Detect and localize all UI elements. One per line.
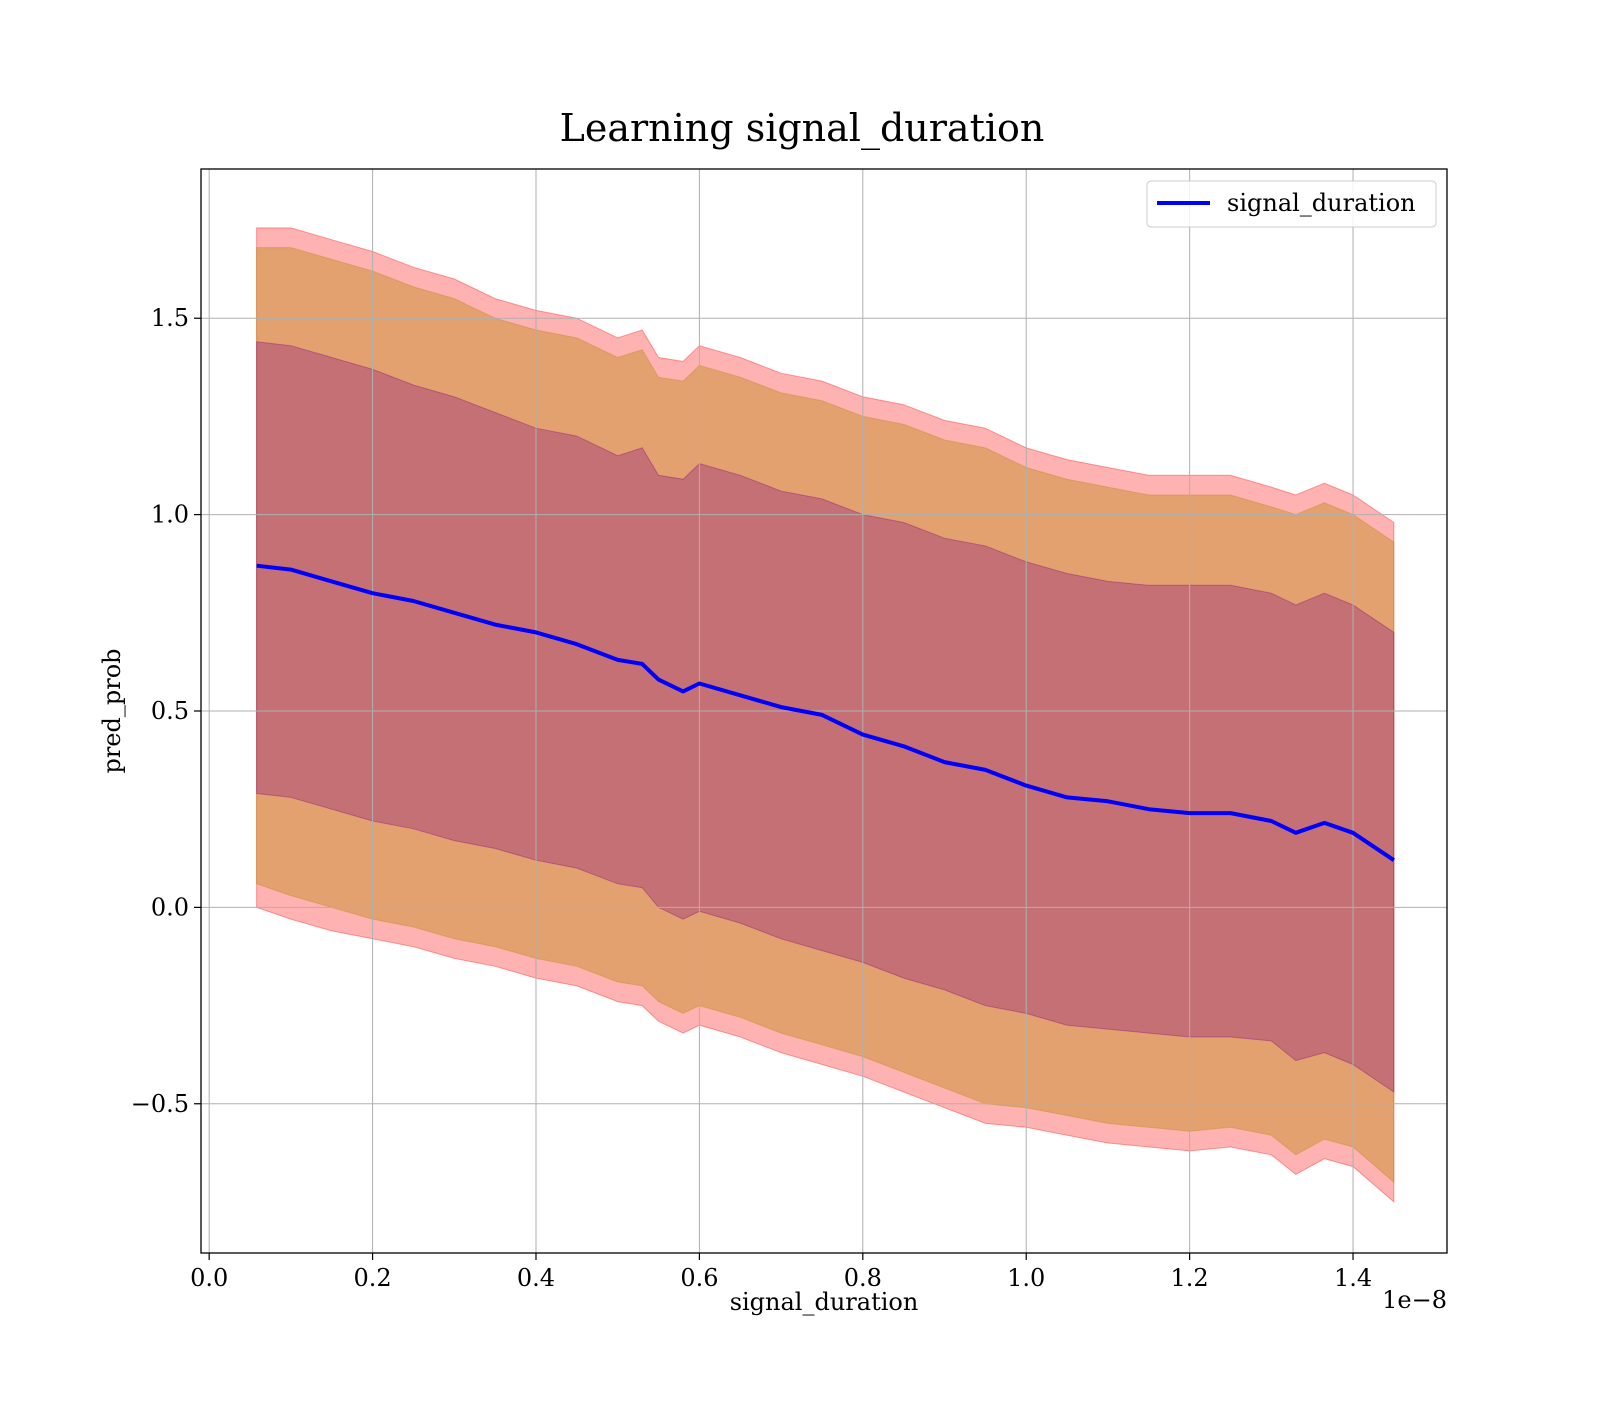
x-tick-label: 1.4 <box>1334 1264 1372 1292</box>
y-tick-label: 1.5 <box>151 304 189 332</box>
x-axis-offset-label: 1e−8 <box>1382 1286 1447 1314</box>
x-tick-label: 0.4 <box>517 1264 555 1292</box>
chart-title: Learning signal_duration <box>560 106 1045 151</box>
legend-box <box>1146 180 1437 228</box>
y-tick-label: −0.5 <box>131 1090 189 1118</box>
x-tick-label: 1.0 <box>1007 1264 1045 1292</box>
y-axis-label: pred_prob <box>98 648 126 773</box>
series-line-signal-duration <box>256 563 1396 862</box>
x-axis-label: signal_duration <box>730 1288 919 1316</box>
x-tick-label: 1.2 <box>1171 1264 1209 1292</box>
x-tick-label: 0.6 <box>680 1264 718 1292</box>
y-tick-label: 0.5 <box>151 697 189 725</box>
series-lines <box>256 563 1396 862</box>
x-tick-label: 0.8 <box>844 1264 882 1292</box>
y-axis-ticks: −0.5 0.0 0.5 1.0 1.5 <box>131 304 201 1118</box>
x-tick-label: 0.2 <box>353 1264 391 1292</box>
grid <box>201 169 1447 1253</box>
x-tick-label: 0.0 <box>190 1264 228 1292</box>
legend-entry-label: signal_duration <box>1227 189 1416 217</box>
legend: signal_duration <box>1146 180 1437 228</box>
x-axis-ticks: 0.0 0.2 0.4 0.6 0.8 1.0 1.2 1.4 <box>190 1253 1372 1292</box>
y-tick-label: 1.0 <box>151 501 189 529</box>
y-tick-label: 0.0 <box>151 893 189 921</box>
